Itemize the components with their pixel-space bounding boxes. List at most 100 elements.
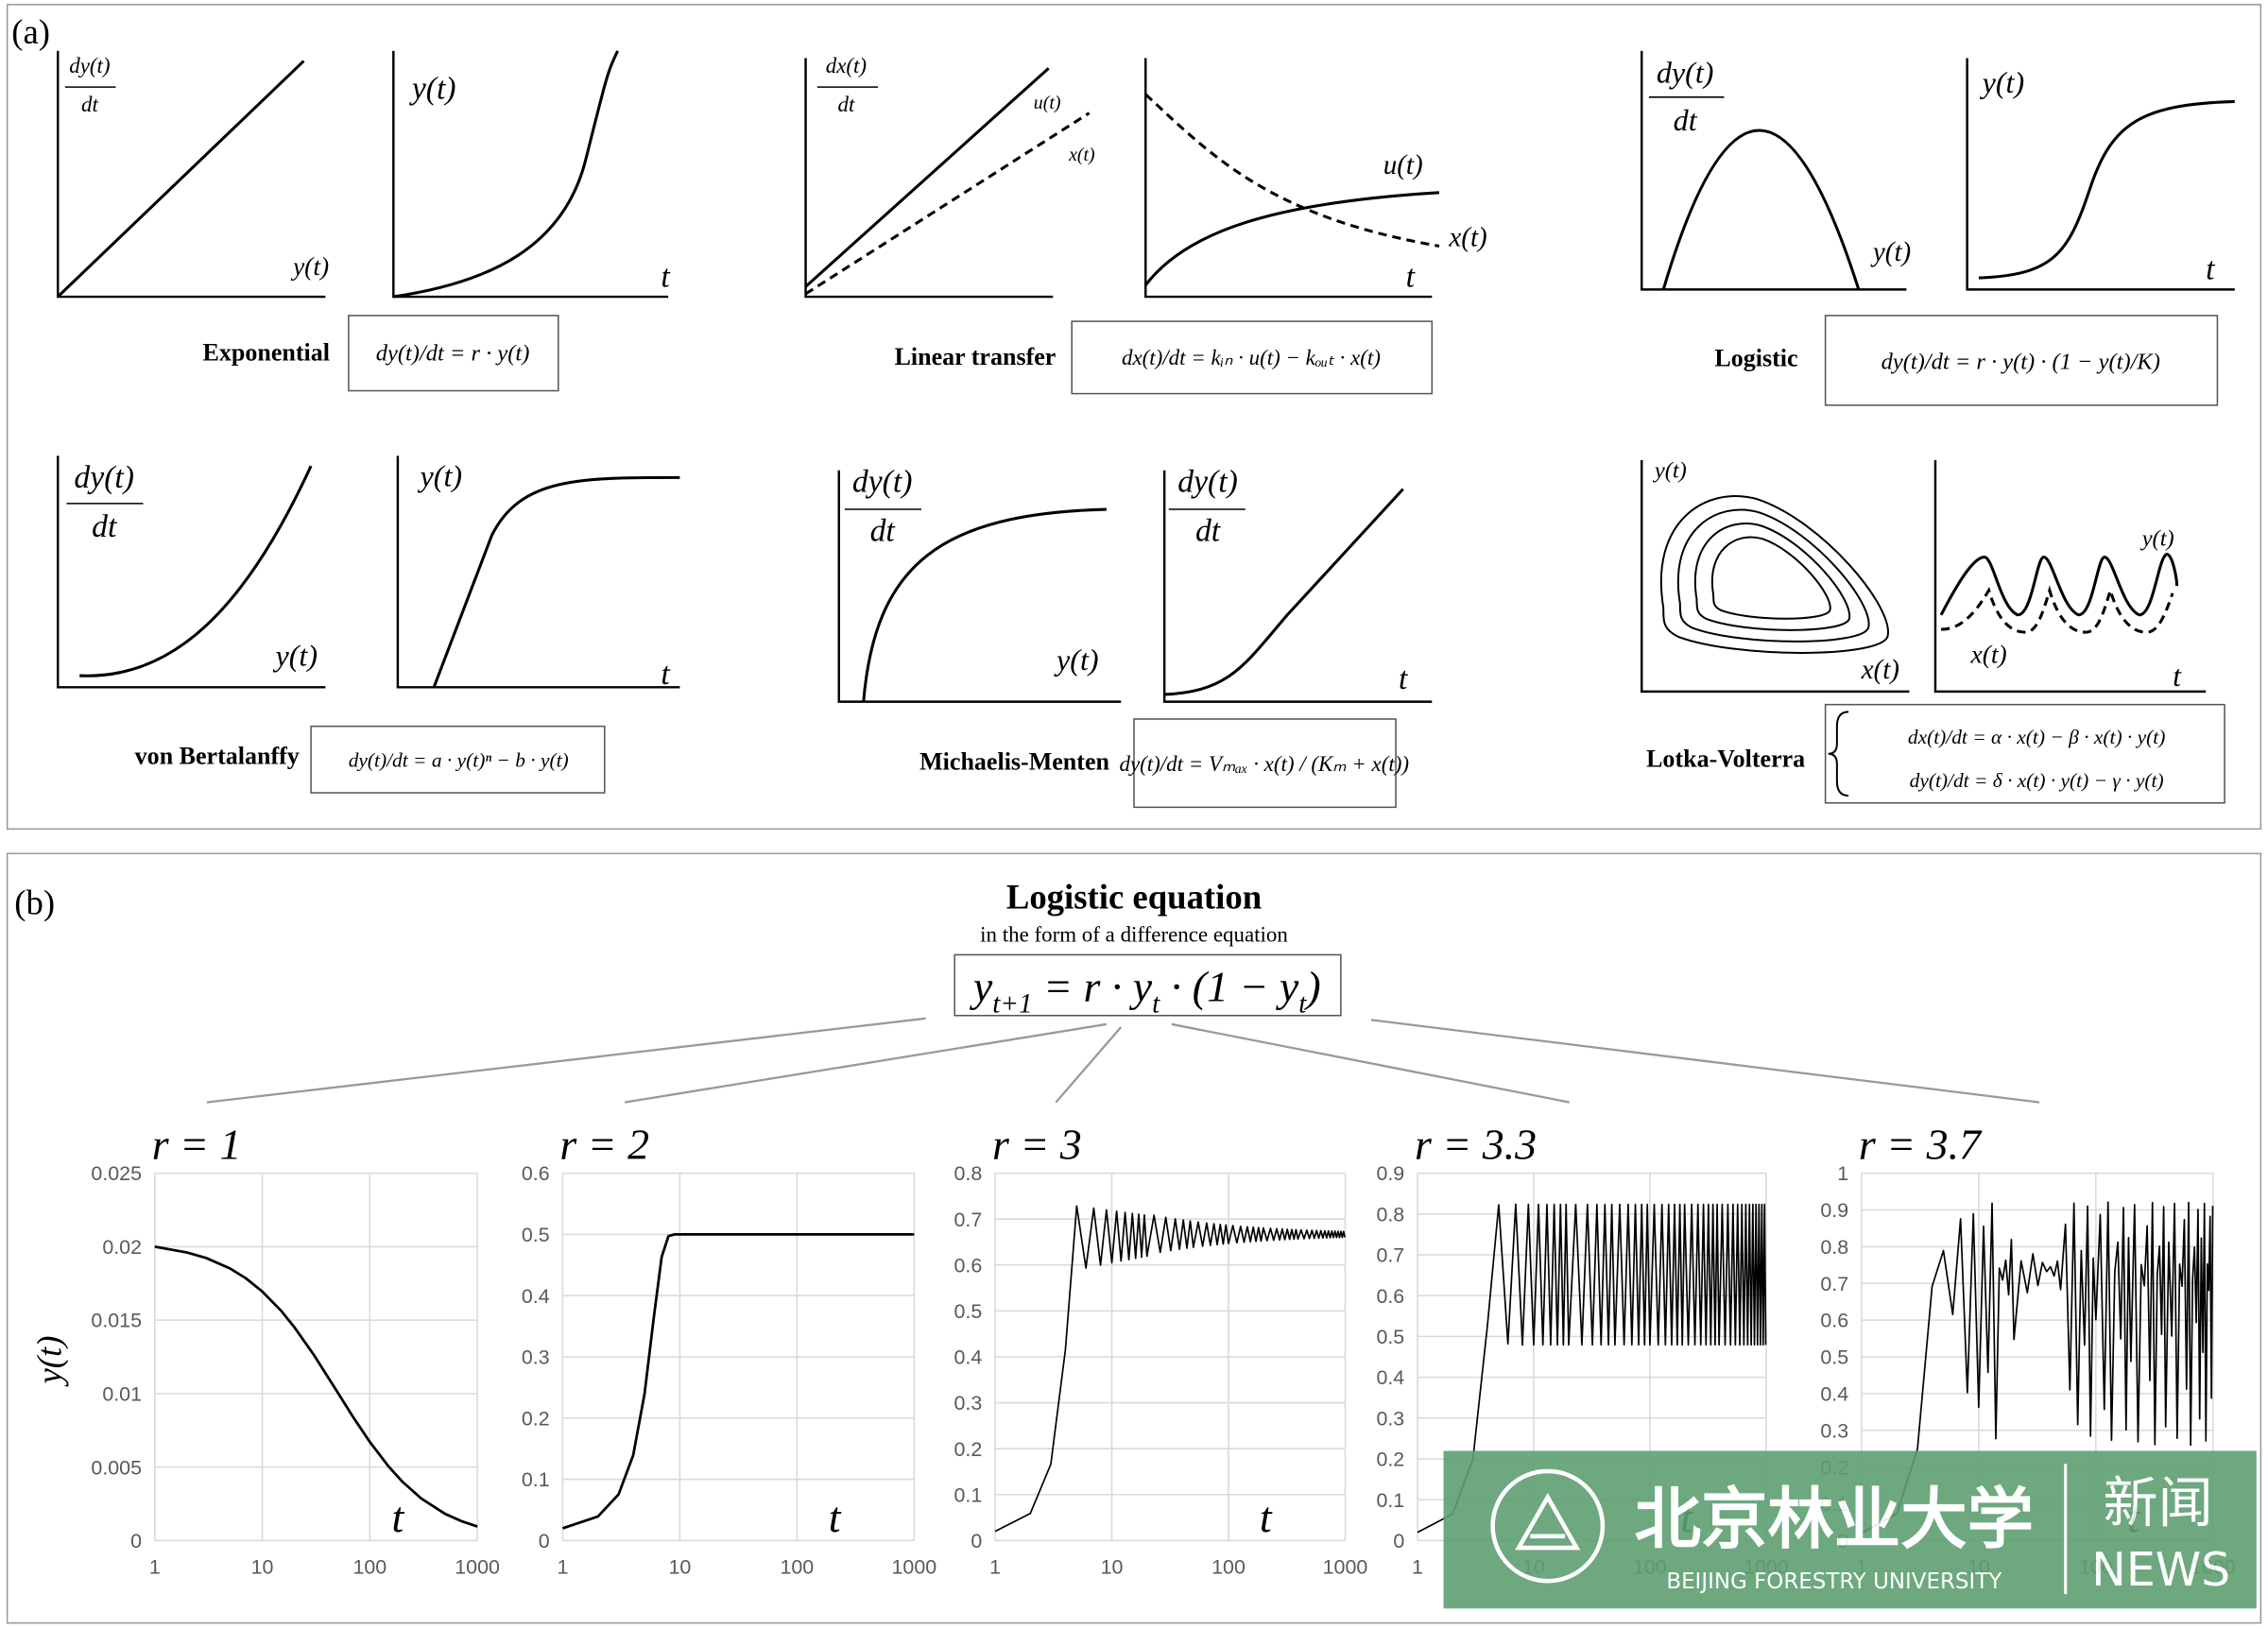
sketch-curve: [1144, 191, 1440, 286]
sketch-label: t: [1406, 259, 1417, 294]
connector: [206, 1017, 926, 1104]
y-tick-label: 0.1: [522, 1468, 550, 1491]
sketches: dy(t) dt y(t) y(t) t Exponential dy(t)/dt = r …: [57, 50, 2235, 809]
formula-box: [1824, 315, 2219, 406]
x-tick-label: 10: [251, 1556, 274, 1579]
sketch-label: y(t): [272, 638, 318, 672]
formula: dy(t)/dt = a · y(t)ⁿ − b · y(t): [349, 748, 569, 771]
y-tick-label: 0.8: [954, 1162, 983, 1185]
sketch-label: dy(t): [852, 465, 913, 500]
chart-title: r = 2: [559, 1120, 649, 1168]
watermark-text: 新闻: [2104, 1470, 2213, 1535]
y-tick-label: 0.4: [954, 1346, 983, 1369]
y-tick-label: 0.8: [1376, 1203, 1404, 1226]
model-name: Lotka-Volterra: [1646, 745, 1805, 772]
y-tick-label: 0.3: [1820, 1419, 1848, 1442]
sketch-label: dt: [92, 509, 118, 544]
formula: dx(t)/dt = α · x(t) − β · x(t) · y(t): [1908, 726, 2165, 748]
sketch-axes: [1144, 58, 1433, 299]
sketch-axes: [1641, 459, 1910, 694]
formula: dy(t)/dt = δ · x(t) · y(t) − γ · y(t): [1910, 769, 2164, 792]
x-axis-label: t: [1260, 1493, 1273, 1541]
sketch-label: dy(t): [1657, 56, 1714, 90]
data-line: [561, 1233, 915, 1530]
y-tick-label: 0: [1393, 1530, 1404, 1552]
eq-sub: t+1: [992, 989, 1032, 1020]
y-tick-label: 0.1: [954, 1483, 983, 1506]
sketch-label: x(t): [1448, 222, 1486, 252]
sketch-axes: [396, 455, 680, 689]
sketch-label: dy(t): [69, 54, 110, 77]
sketch-axes: [1933, 459, 2207, 694]
x-tick-label: 10: [1101, 1556, 1124, 1579]
y-tick-label: 0.6: [522, 1162, 550, 1185]
sketch-axes: [837, 470, 1122, 703]
sketch-label: t: [2173, 659, 2182, 693]
formula: dy(t)/dt = r · y(t): [376, 340, 530, 366]
y-tick-label: 1: [1837, 1162, 1848, 1185]
watermark-text: 北京林业大学: [1635, 1481, 2034, 1558]
connector: [625, 1022, 1108, 1104]
sketch-label: x(t): [1861, 655, 1899, 685]
sketch-curve: [804, 111, 1091, 296]
sketch-label: dy(t): [74, 460, 134, 495]
y-tick-label: 0.7: [1376, 1244, 1404, 1267]
sketch-curve: [1144, 93, 1440, 248]
phase-loop: [1661, 496, 1888, 653]
sketch-label: u(t): [1383, 150, 1423, 180]
sketch-curve: [1939, 552, 2179, 617]
sketch-label: y(t): [290, 251, 329, 281]
x-tick-label: 100: [352, 1556, 387, 1579]
sketch-curve: [1941, 585, 2174, 634]
eq-part: = r · y: [1033, 962, 1153, 1010]
sketch-label: t: [1399, 661, 1409, 696]
y-tick-label: 0.02: [102, 1236, 142, 1259]
formula-box: [1071, 320, 1434, 395]
model-name: Michaelis-Menten: [919, 748, 1109, 776]
y-tick-label: 0.9: [1820, 1199, 1848, 1222]
y-tick-label: 0.5: [522, 1224, 550, 1246]
sketch-label: y(t): [2139, 525, 2174, 551]
y-tick-label: 0.2: [1376, 1449, 1404, 1471]
data-line: [994, 1205, 1346, 1533]
watermark-text: BEIJING FORESTRY UNIVERSITY: [1666, 1569, 2002, 1594]
formula-box: [1824, 703, 2225, 804]
sketch-curve: [862, 507, 1107, 702]
watermark-text: NEWS: [2091, 1543, 2230, 1597]
sketch-label: y(t): [1980, 65, 2025, 99]
sketch-axes: [1966, 58, 2235, 291]
formula-box: [310, 725, 606, 794]
sketch-axes: [1162, 470, 1433, 703]
y-tick-label: 0.6: [1376, 1285, 1404, 1308]
chart-title: r = 3: [992, 1120, 1082, 1168]
chart-title: r = 1: [152, 1120, 242, 1168]
sketch-label: y(t): [1054, 643, 1099, 677]
y-tick-label: 0.7: [954, 1209, 983, 1231]
phase-loop: [1678, 510, 1869, 642]
eq-part: · (1 − y: [1160, 962, 1299, 1010]
sketch-label: y(t): [1652, 457, 1687, 483]
y-tick-label: 0.8: [1820, 1236, 1848, 1259]
sketch-curve: [1164, 488, 1404, 696]
y-tick-label: 0.5: [1820, 1346, 1848, 1369]
sketch-label: dt: [1674, 103, 1698, 137]
sketch-label: t: [661, 657, 671, 692]
x-tick-label: 1000: [892, 1556, 937, 1579]
equation-box: [954, 953, 1342, 1017]
y-tick-label: 0.5: [954, 1300, 983, 1323]
panel-label: (b): [14, 883, 55, 922]
panel-b-frame: [6, 852, 2262, 1624]
sketch-curve: [79, 465, 313, 677]
sketch-curve: [393, 50, 619, 299]
sketch-label: dt: [870, 514, 897, 549]
x-tick-label: 1000: [455, 1556, 500, 1579]
sketch-curve: [1978, 99, 2235, 280]
sketch-label: dt: [837, 93, 854, 116]
y-tick-label: 0.5: [1376, 1326, 1404, 1348]
connector: [1171, 1022, 1570, 1104]
y-tick-label: 0.4: [1820, 1383, 1848, 1406]
y-tick-label: 0.4: [522, 1285, 550, 1308]
sketch-label: dx(t): [826, 54, 867, 77]
y-tick-label: 0: [971, 1530, 982, 1552]
